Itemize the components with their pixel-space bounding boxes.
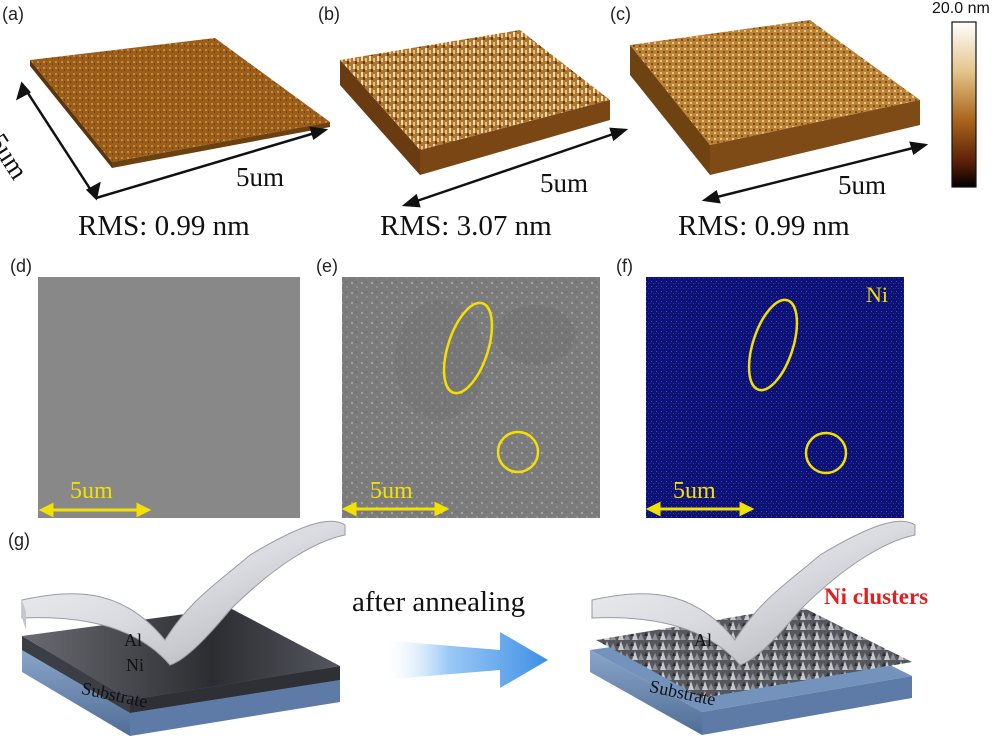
axis-arrows-c bbox=[701, 141, 929, 204]
highlight-circle-e bbox=[496, 430, 540, 474]
panel-label-d: (d) bbox=[10, 256, 32, 276]
afm-surface-b bbox=[340, 30, 610, 175]
rms-c: RMS: 0.99 nm bbox=[678, 210, 850, 242]
rms-a: RMS: 0.99 nm bbox=[78, 210, 250, 242]
eds-map-f bbox=[646, 277, 904, 518]
scale-bar-e bbox=[341, 501, 450, 517]
sem-image-e bbox=[342, 277, 600, 518]
afm-surface-c bbox=[630, 20, 920, 175]
scale-label-f: 5um bbox=[673, 478, 716, 504]
panel-label-b: (b) bbox=[318, 4, 340, 24]
highlight-ellipse-f bbox=[747, 298, 799, 392]
scale-bar-f bbox=[645, 501, 755, 517]
rms-b: RMS: 3.07 nm bbox=[380, 210, 552, 242]
panel-label-a: (a) bbox=[2, 4, 24, 24]
axis-label-b-x: 5um bbox=[540, 168, 589, 198]
scale-label-d: 5um bbox=[70, 478, 113, 504]
annealing-label: after annealing bbox=[352, 586, 526, 618]
axis-label-c-x: 5um bbox=[838, 170, 887, 200]
panel-label-g: (g) bbox=[8, 530, 30, 550]
layer-label-ni-left: Ni bbox=[126, 655, 144, 675]
annealing-arrow bbox=[380, 632, 548, 688]
highlight-ellipse-e bbox=[442, 301, 494, 395]
colorbar-max-label: 20.0 nm bbox=[932, 0, 990, 17]
scale-bar-d bbox=[38, 502, 152, 518]
axis-arrows-b bbox=[401, 127, 629, 208]
panel-label-f: (f) bbox=[616, 256, 633, 276]
layer-label-al-right: Al bbox=[694, 630, 712, 650]
highlight-circle-f bbox=[804, 431, 848, 475]
layer-label-al-left: Al bbox=[124, 630, 142, 650]
element-label-ni: Ni bbox=[866, 282, 888, 307]
afm-surface-a bbox=[30, 38, 330, 168]
scale-label-e: 5um bbox=[370, 478, 413, 504]
axis-arrows-a bbox=[15, 81, 329, 201]
schematic-after bbox=[590, 520, 916, 735]
axis-label-a-x: 5um bbox=[236, 162, 285, 192]
schematic-before bbox=[21, 520, 346, 736]
panel-label-e: (e) bbox=[316, 256, 338, 276]
ni-clusters-label: Ni clusters bbox=[824, 584, 929, 609]
panel-label-c: (c) bbox=[610, 4, 631, 24]
sem-image-d bbox=[38, 277, 300, 518]
colorbar bbox=[951, 21, 977, 188]
